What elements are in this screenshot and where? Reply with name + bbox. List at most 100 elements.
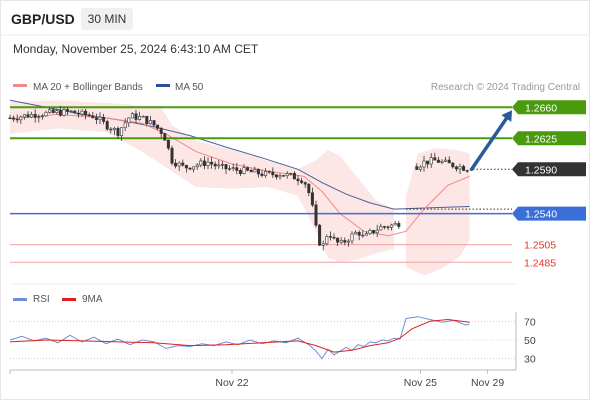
candle-body <box>80 110 84 115</box>
current-price-badge <box>512 162 586 177</box>
candle-body <box>26 114 30 118</box>
candle-body <box>328 236 332 238</box>
level-label-1.2485: 1.2485 <box>524 257 556 269</box>
candle-body <box>84 110 88 116</box>
ma50-legend-swatch <box>156 84 170 87</box>
candle-body <box>256 169 260 175</box>
rsi-tick-30: 30 <box>524 354 536 366</box>
candle-body <box>444 159 448 162</box>
candle-body <box>454 166 458 170</box>
candle-body <box>152 120 156 126</box>
projection-arrow-head <box>501 110 512 122</box>
candle-body <box>73 110 77 114</box>
candle-body <box>440 160 444 163</box>
x-axis-ticks: Nov 22 Nov 25 Nov 29 <box>9 370 504 389</box>
candle-body <box>120 127 124 136</box>
candle-body <box>19 116 23 121</box>
rsi-line <box>9 316 470 360</box>
candle-body <box>231 167 235 169</box>
candle-body <box>127 117 131 124</box>
bollinger-band-area-2 <box>406 148 470 276</box>
candle-body <box>296 178 300 182</box>
candle-body <box>274 174 278 178</box>
candle-body <box>12 117 16 120</box>
candle-body <box>51 109 55 113</box>
candle-body <box>354 231 358 235</box>
rsi-panel: 70 50 30 <box>9 316 536 366</box>
candle-body <box>332 236 336 239</box>
candle-body <box>109 128 113 131</box>
credit-text: Research © 2024 Trading Central <box>431 82 580 93</box>
candle-body <box>199 160 203 166</box>
candle-body <box>260 173 264 176</box>
candle-body <box>242 167 246 175</box>
candle-body <box>318 224 322 246</box>
ma50-legend-label: MA 50 <box>175 82 204 93</box>
candle-body <box>436 159 440 163</box>
candle-body <box>48 109 52 113</box>
candle-body <box>184 164 188 169</box>
candle-body <box>206 161 210 166</box>
candle-body <box>213 163 217 167</box>
ma20-legend-label: MA 20 + Bollinger Bands <box>33 82 143 93</box>
candle-body <box>292 172 296 180</box>
candle-body <box>228 168 232 170</box>
candle-body <box>163 133 167 141</box>
candle-body <box>375 229 379 234</box>
candle-body <box>76 112 80 115</box>
candle-body <box>336 237 340 243</box>
bollinger-band-area <box>10 100 394 263</box>
level-label-1.2625: 1.2625 <box>525 133 557 145</box>
candle-body <box>422 160 426 168</box>
candle-body <box>418 166 422 170</box>
timeframe-badge: 30 MIN <box>88 12 127 26</box>
candle-body <box>249 170 253 173</box>
level-label-1.2540: 1.2540 <box>525 209 557 221</box>
x-tick-label: Nov 22 <box>215 377 248 389</box>
candle-body <box>37 116 41 118</box>
timeframe-badge-bg <box>81 8 133 30</box>
rsi-legend-label: RSI <box>33 294 50 305</box>
candle-body <box>364 233 368 236</box>
candle-body <box>433 157 437 161</box>
candle-body <box>451 162 455 168</box>
candle-body <box>40 115 44 118</box>
candle-body <box>145 115 149 125</box>
candle-body <box>307 183 311 194</box>
candle-body <box>458 166 462 170</box>
candle-body <box>382 226 386 228</box>
candle-body <box>372 230 376 234</box>
symbol-title: GBP/USD <box>11 11 75 27</box>
candle-body <box>159 128 163 134</box>
candle-body <box>105 121 109 130</box>
candle-body <box>390 224 394 228</box>
candle-body <box>192 166 196 170</box>
candle-body <box>33 113 37 118</box>
candle-body <box>69 110 73 112</box>
candle-body <box>321 243 325 246</box>
candle-body <box>170 147 174 164</box>
candle-body <box>264 171 268 176</box>
ma20-legend-swatch <box>13 84 27 87</box>
level-badge-1.2625 <box>512 131 586 146</box>
candle-body <box>278 175 282 178</box>
candle-body <box>224 164 228 170</box>
rsi-ma-legend-label: 9MA <box>82 294 103 305</box>
candle-body <box>465 170 469 172</box>
candle-body <box>415 166 419 170</box>
candle-body <box>87 114 91 117</box>
candle-body <box>289 172 293 175</box>
candle-body <box>188 167 192 170</box>
candle-body <box>156 124 160 129</box>
candle-body <box>246 167 250 171</box>
candle-body <box>66 109 70 112</box>
candle-body <box>174 162 178 167</box>
candle-body <box>285 173 289 177</box>
candle-body <box>8 117 12 120</box>
candle-body <box>134 113 138 120</box>
x-tick-label: Nov 25 <box>404 377 437 389</box>
candle-body <box>426 160 430 165</box>
candle-body <box>94 117 98 120</box>
candle-body <box>166 139 170 149</box>
